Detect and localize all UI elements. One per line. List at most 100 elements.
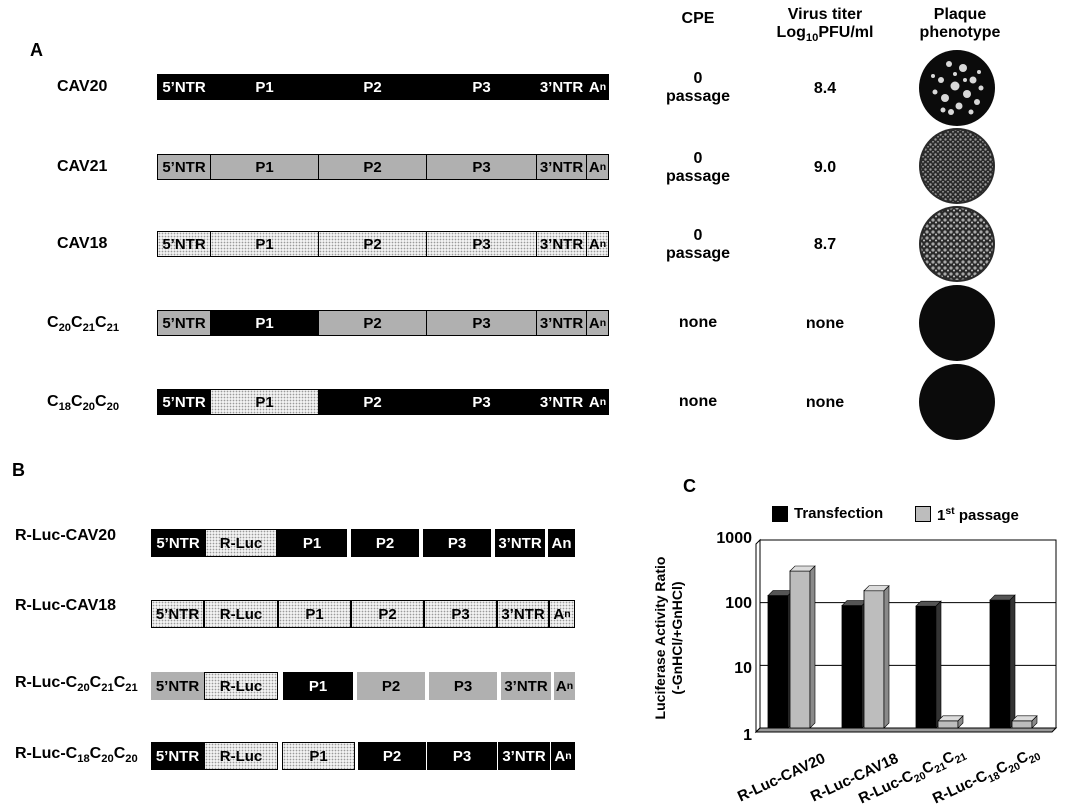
- segment-3ntr: 3’NTR: [536, 390, 586, 414]
- plaque-image-dense-gray: [919, 206, 995, 282]
- bar: [767, 595, 789, 729]
- bar-side: [809, 565, 816, 729]
- bar: [863, 590, 885, 729]
- cpe-value: 0 passage: [665, 70, 731, 105]
- plaque-image-none: [919, 285, 995, 361]
- segment-5ntr: 5’NTR: [151, 529, 205, 557]
- row-label-rluc-cav18: R-Luc-CAV18: [15, 597, 117, 614]
- titer-value: none: [805, 394, 845, 411]
- segment-p2: P2: [318, 311, 426, 335]
- segment-3ntr: 3’NTR: [536, 311, 586, 335]
- plaque-phenotype-header: Plaque phenotype: [919, 6, 1001, 41]
- segment-p1: P1: [278, 600, 351, 628]
- titer-value: 8.4: [813, 80, 837, 97]
- segment-3ntr: 3’NTR: [536, 232, 586, 256]
- row-label-rluc-c20c21c21: R-Luc-C20C21C21: [15, 674, 138, 695]
- segment-p1: P1: [283, 672, 353, 700]
- legend-label-first-passage: 1st passage: [937, 505, 1019, 524]
- segment-rluc: R-Luc: [204, 600, 278, 628]
- legend-swatch-transfection: [772, 506, 788, 522]
- plaque-image-dense-gray: [919, 128, 995, 204]
- segment-p1: P1: [210, 390, 318, 414]
- legend-swatch-first-passage: [915, 506, 931, 522]
- segment-p1: P1: [282, 742, 355, 770]
- segment-p3: P3: [423, 529, 491, 557]
- cpe-value: none: [678, 393, 718, 410]
- segment-p2: P2: [351, 529, 419, 557]
- segment-p1: P1: [210, 155, 318, 179]
- row-label-cav21: CAV21: [57, 158, 108, 175]
- y-tick-label: 1000: [716, 530, 752, 547]
- segment-p3: P3: [424, 600, 497, 628]
- segment-p3: P3: [426, 75, 536, 99]
- panel-c-letter: C: [683, 476, 696, 496]
- row-label-cav18: CAV18: [57, 235, 108, 252]
- segment-p2: P2: [318, 75, 426, 99]
- segment-p3: P3: [426, 390, 536, 414]
- segment-p3: P3: [426, 232, 536, 256]
- bar: [841, 605, 863, 729]
- titer-value: 8.7: [813, 236, 837, 253]
- row-label-c20c21c21: C20C21C21: [47, 314, 120, 335]
- construct-bar-rluc-cav20: 5’NTR R-Luc P1 P2 P3 3’NTR An: [151, 529, 575, 557]
- segment-p2: P2: [358, 742, 426, 770]
- segment-rluc: R-Luc: [204, 672, 278, 700]
- segment-p1: P1: [210, 75, 318, 99]
- segment-rluc: R-Luc: [205, 529, 277, 557]
- cpe-value: none: [678, 314, 718, 331]
- bar: [937, 720, 959, 729]
- segment-5ntr: 5’NTR: [158, 311, 210, 335]
- segment-3ntr: 3’NTR: [501, 672, 551, 700]
- segment-3ntr: 3’NTR: [536, 155, 586, 179]
- row-label-rluc-cav20: R-Luc-CAV20: [15, 527, 117, 544]
- segment-3ntr: 3’NTR: [497, 600, 549, 628]
- segment-5ntr: 5’NTR: [158, 155, 210, 179]
- bar: [915, 605, 937, 729]
- bar: [989, 599, 1011, 729]
- bar: [1011, 720, 1033, 729]
- segment-rluc: R-Luc: [204, 742, 278, 770]
- segment-p1: P1: [210, 311, 318, 335]
- cpe-value: 0 passage: [665, 227, 731, 262]
- segment-p2: P2: [318, 155, 426, 179]
- segment-5ntr: 5’NTR: [151, 672, 204, 700]
- segment-5ntr: 5’NTR: [158, 390, 210, 414]
- row-label-cav20: CAV20: [57, 78, 108, 95]
- segment-5ntr: 5’NTR: [151, 742, 204, 770]
- segment-5ntr: 5’NTR: [158, 75, 210, 99]
- plot-side-wall: [755, 538, 761, 734]
- segment-p3: P3: [426, 311, 536, 335]
- virus-titer-header: Virus titer Log10PFU/ml: [776, 6, 874, 45]
- row-label-c18c20c20: C18C20C20: [47, 393, 120, 414]
- segment-3ntr: 3’NTR: [498, 742, 550, 770]
- plaque-image-none: [919, 364, 995, 440]
- segment-5ntr: 5’NTR: [158, 232, 210, 256]
- plaque-image-small-white: [919, 50, 995, 126]
- bar-side: [957, 715, 964, 729]
- y-tick-label: 10: [734, 660, 752, 677]
- segment-p3: P3: [426, 155, 536, 179]
- segment-p2: P2: [351, 600, 424, 628]
- bar-side: [883, 585, 890, 729]
- segment-p2: P2: [318, 232, 426, 256]
- y-axis-label: Luciferase Activity Ratio (-GnHCl/+GnHCl…: [652, 556, 685, 720]
- y-tick-label: 100: [725, 595, 752, 612]
- segment-3ntr: 3’NTR: [536, 75, 586, 99]
- segment-p3: P3: [429, 672, 497, 700]
- legend-label-transfection: Transfection: [794, 505, 884, 522]
- segment-an: An: [548, 529, 575, 557]
- segment-p2: P2: [357, 672, 425, 700]
- segment-5ntr: 5’NTR: [151, 600, 204, 628]
